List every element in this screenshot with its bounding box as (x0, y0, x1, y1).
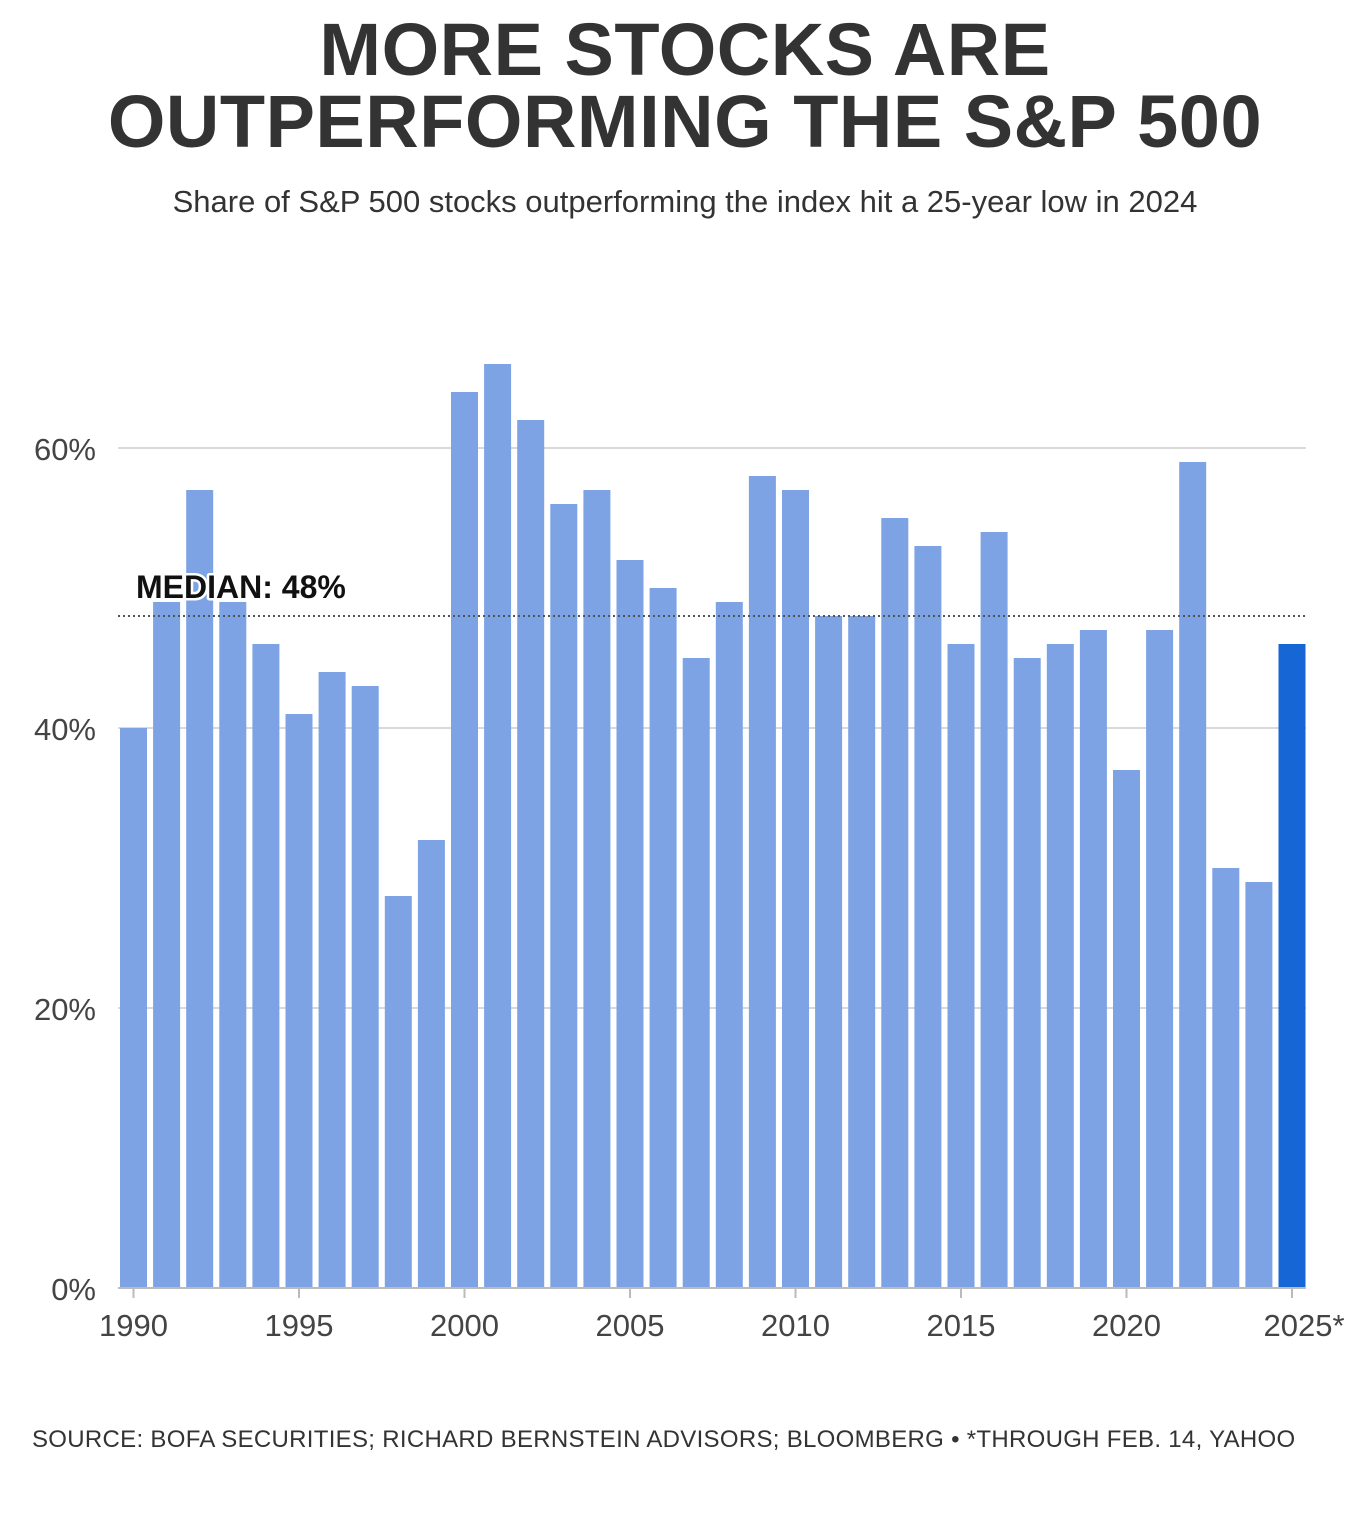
bar-2004 (583, 490, 611, 1288)
y-tick-label: 0% (51, 1272, 96, 1307)
bar-2019 (1079, 630, 1107, 1288)
bar-1996 (318, 672, 346, 1288)
x-tick-label: 2015 (927, 1308, 996, 1343)
bar-2007 (682, 658, 710, 1288)
bar-2015 (947, 644, 975, 1288)
bar-1993 (219, 602, 247, 1288)
bar-2000 (451, 392, 478, 1288)
bar-2003 (550, 504, 578, 1288)
bar-2021 (1146, 630, 1174, 1288)
bar-2008 (715, 602, 743, 1288)
bar-layer (120, 364, 1306, 1288)
bar-2025 (1278, 644, 1306, 1288)
x-tick-label: 2000 (430, 1308, 499, 1343)
bar-1999 (417, 840, 445, 1288)
bar-1995 (285, 714, 313, 1288)
x-tick-label: 2010 (761, 1308, 830, 1343)
median-layer: MEDIAN: 48% (118, 567, 1306, 617)
bar-2011 (815, 616, 843, 1288)
bar-1991 (153, 602, 181, 1288)
bar-2017 (1013, 658, 1041, 1288)
y-tick-label: 20% (34, 992, 96, 1027)
bar-2016 (980, 532, 1008, 1288)
bar-2018 (1046, 644, 1074, 1288)
y-tick-label: 40% (34, 712, 96, 747)
bar-1994 (252, 644, 280, 1288)
x-tick-label: 2025* (1263, 1308, 1344, 1343)
chart-title-line-2: OUTPERFORMING THE S&P 500 (107, 80, 1263, 163)
x-tick-label: 2020 (1092, 1308, 1161, 1343)
bar-2022 (1179, 462, 1207, 1288)
source-note: SOURCE: BOFA SECURITIES; RICHARD BERNSTE… (32, 1426, 1296, 1453)
bar-2006 (649, 588, 677, 1288)
median-label: MEDIAN: 48% (136, 569, 346, 605)
bar-1997 (351, 686, 379, 1288)
chart-title: MORE STOCKS ARE OUTPERFORMING THE S&P 50… (0, 8, 1370, 163)
x-tick-label: 2005 (596, 1308, 665, 1343)
axis-layer: 0% 20% 40% 60% 1990 1995 2000 2005 2010 2015 2020 2… (34, 432, 1345, 1343)
bar-2002 (517, 420, 545, 1288)
chart-title-line-1: MORE STOCKS ARE (319, 8, 1051, 91)
bar-2001 (484, 364, 512, 1288)
bar-2014 (914, 546, 942, 1288)
bar-2024 (1245, 882, 1273, 1288)
bar-1990 (120, 728, 147, 1288)
bar-2009 (748, 476, 776, 1288)
bar-2023 (1212, 868, 1240, 1288)
grid-layer (118, 447, 1306, 1009)
chart-subtitle: Share of S&P 500 stocks outperforming th… (172, 184, 1198, 219)
x-tick-label: 1995 (265, 1308, 334, 1343)
bar-2010 (782, 490, 809, 1288)
bar-chart: 0% 20% 40% 60% 1990 1995 2000 2005 2010 2015 2020 2… (34, 364, 1345, 1343)
bar-1992 (186, 490, 214, 1288)
bar-2013 (881, 518, 909, 1288)
bar-2012 (848, 616, 876, 1288)
bar-2005 (616, 560, 644, 1288)
y-tick-label: 60% (34, 432, 96, 467)
x-tick-label: 1990 (99, 1308, 168, 1343)
bar-1998 (384, 896, 412, 1288)
bar-2020 (1113, 770, 1140, 1288)
